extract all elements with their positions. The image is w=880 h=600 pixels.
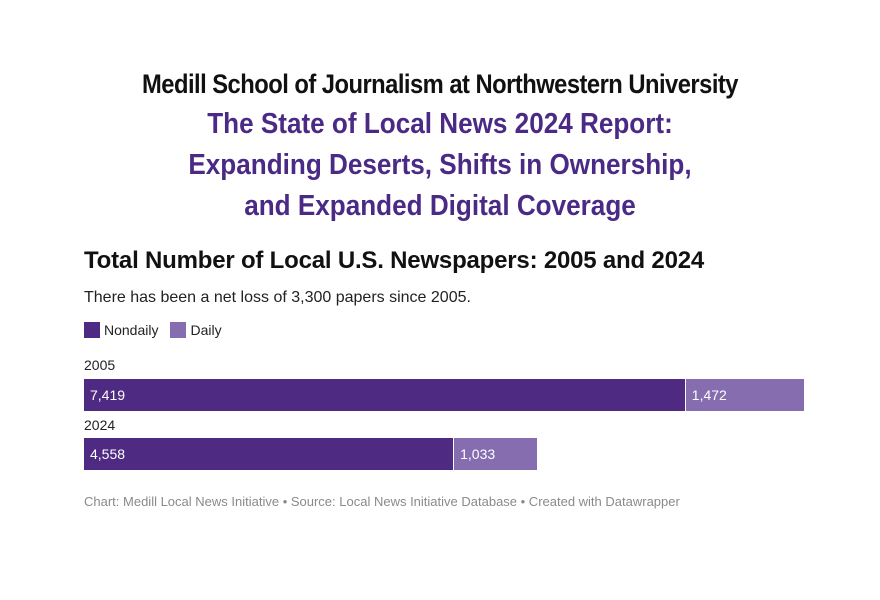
report-title-line-1: The State of Local News 2024 Report: [207,108,673,140]
chart-subtitle: There has been a net loss of 3,300 paper… [84,289,471,306]
data-label-nondaily-2024: 4,558 [90,446,126,462]
data-label-daily-2005: 1,472 [691,387,727,403]
chart-title: Total Number of Local U.S. Newspapers: 2… [84,247,705,274]
chart-legend: Nondaily Daily [84,322,234,338]
legend-item-nondaily: Nondaily [84,322,158,338]
bar-daily-2024: 1,033 [453,438,537,470]
report-header: Medill School of Journalism at Northwest… [0,66,880,227]
bar-nondaily-2024: 4,558 [84,438,454,470]
legend-swatch-nondaily [84,322,100,338]
report-title: The State of Local News 2024 Report: Exp… [44,104,836,227]
report-title-line-3: and Expanded Digital Coverage [244,190,636,222]
data-label-daily-2024: 1,033 [460,446,496,462]
data-label-nondaily-2005: 7,419 [90,387,126,403]
legend-item-daily: Daily [170,322,222,338]
bar-nondaily-2005: 7,419 [84,379,685,411]
bar-daily-2005: 1,472 [684,379,804,411]
report-title-line-2: Expanding Deserts, Shifts in Ownership, [188,149,692,181]
chart-footer: Chart: Medill Local News Initiative • So… [84,494,680,509]
organization-name: Medill School of Journalism at Northwest… [142,69,738,99]
legend-swatch-daily [170,322,187,338]
category-label-2005: 2005 [84,357,116,373]
category-label-2024: 2024 [84,417,116,433]
legend-label-daily: Daily [190,322,222,338]
legend-label-nondaily: Nondaily [104,322,159,338]
